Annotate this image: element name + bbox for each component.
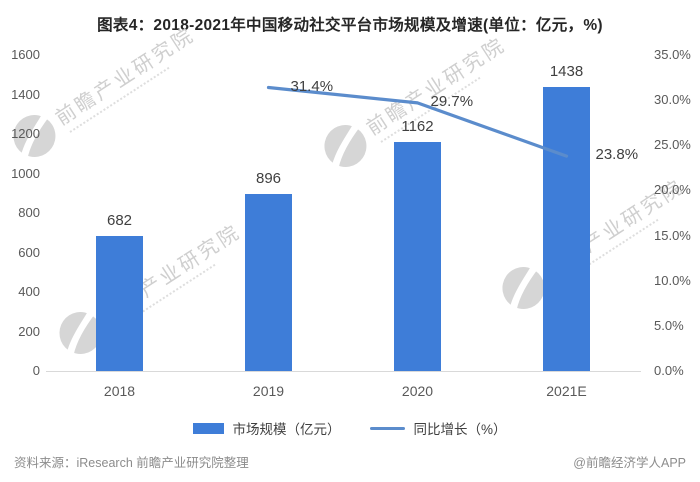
left-axis-tick-400: 400 [18,284,40,299]
credit-note: @前瞻经济学人APP [573,456,686,470]
line-value-2019: 31.4% [290,77,334,95]
bar-2018 [96,236,143,371]
legend-item-market-size: 市场规模（亿元） [193,418,340,438]
x-axis-label-2020: 2020 [401,383,434,399]
right-axis-tick-0.0%: 0.0% [654,363,684,378]
bar-value-2019: 896 [255,170,282,188]
bar-2021E [543,86,590,371]
bar-2020 [394,141,441,371]
right-axis-tick-25.0%: 25.0% [654,137,691,153]
legend-bar-label: 市场规模（亿元） [232,422,341,437]
x-axis-line [46,371,641,372]
line-value-2020: 29.7% [430,92,474,110]
legend-bar-swatch-icon [193,422,225,434]
left-axis-tick-800: 800 [18,205,40,220]
left-axis-tick-1200: 1200 [11,126,40,141]
watermark-2: 前瞻产业研究院 [50,212,251,364]
right-axis-tick-10.0%: 10.0% [654,272,691,288]
source-note: 资料来源：iResearch 前瞻产业研究院整理 [14,456,249,470]
bar-value-2021E: 1438 [549,62,584,80]
right-axis-tick-35.0%: 35.0% [654,47,691,62]
left-axis-tick-200: 200 [18,323,40,339]
x-axis-label-2021E: 2021E [546,383,587,399]
left-axis-tick-1600: 1600 [11,47,40,62]
left-axis-tick-0: 0 [32,363,40,378]
right-axis-tick-20.0%: 20.0% [654,182,691,198]
watermark-text: 前瞻产业研究院 [51,23,199,130]
left-axis-tick-1400: 1400 [11,86,40,102]
bar-value-2018: 682 [106,212,133,230]
right-axis-tick-15.0%: 15.0% [654,227,691,243]
left-axis-tick-600: 600 [18,244,40,260]
legend-line-label: 同比增长（%） [413,422,507,437]
bar-2019 [245,194,292,371]
watermark-subtext-dots [69,66,170,133]
legend-line-swatch-icon [370,426,406,430]
line-value-2021E: 23.8% [595,146,639,164]
right-axis-tick-5.0%: 5.0% [654,317,684,333]
chart-title: 图表4：2018-2021年中国移动社交平台市场规模及增速(单位：亿元，%) [97,17,603,34]
legend: 市场规模（亿元） 同比增长（%） [0,418,700,438]
x-axis-label-2018: 2018 [103,383,136,399]
watermark-logo-icon [324,120,367,169]
right-axis-tick-30.0%: 30.0% [654,92,691,108]
x-axis-label-2019: 2019 [252,383,285,399]
legend-item-growth: 同比增长（%） [370,418,507,438]
left-axis-tick-1000: 1000 [11,165,40,181]
bar-value-2020: 1162 [401,117,434,135]
footer: 资料来源：iResearch 前瞻产业研究院整理 @前瞻经济学人APP [0,452,700,471]
